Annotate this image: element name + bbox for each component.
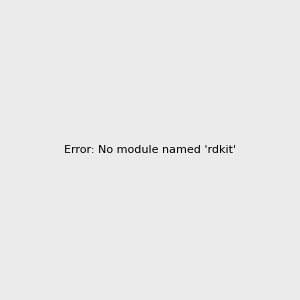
Text: Error: No module named 'rdkit': Error: No module named 'rdkit' (64, 145, 236, 155)
